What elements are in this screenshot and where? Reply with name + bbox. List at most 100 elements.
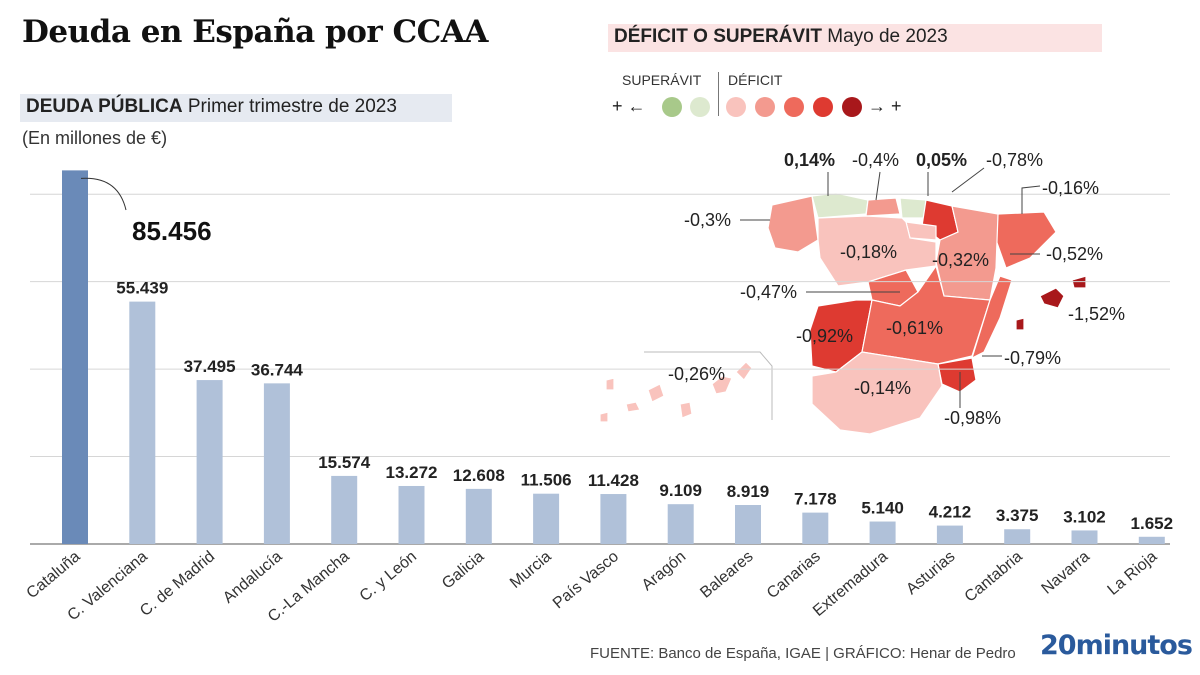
map-value-label: -0,92%: [796, 326, 853, 346]
bar-value-label: 13.272: [386, 463, 438, 482]
chart-title: Deuda en España por CCAA: [22, 14, 488, 50]
bar-value-label: 8.919: [727, 482, 770, 501]
legend-divider: [718, 72, 719, 116]
bar-value-label: 1.652: [1131, 514, 1174, 533]
bar-andaluc-a: [263, 383, 290, 544]
category-label: Navarra: [1039, 548, 1094, 598]
category-label: Murcia: [507, 548, 555, 592]
bar-asturias: [936, 525, 963, 544]
bar-cantabria: [1004, 529, 1031, 544]
debt-label-period: Primer trimestre de 2023: [182, 96, 397, 117]
deficit-label-bold: DÉFICIT O SUPERÁVIT: [614, 26, 822, 47]
category-label: Andalucía: [220, 548, 286, 607]
map-value-label: 0,14%: [784, 150, 835, 170]
bar-value-label: 11.506: [521, 471, 572, 490]
map-region-cantabria: [865, 197, 901, 217]
bar-c-de-madrid: [196, 380, 223, 544]
bar-value-label: 7.178: [794, 490, 837, 509]
bar-navarra: [1071, 530, 1098, 544]
bar-value-label: 37.495: [184, 357, 236, 376]
legend-deficit-swatch-5: [842, 97, 862, 117]
category-label: Aragón: [639, 548, 689, 594]
bar-pa-s-vasco: [600, 494, 627, 544]
map-value-label: -0,18%: [840, 242, 897, 262]
map-region-asturias: [811, 192, 869, 219]
category-label: Cantabria: [962, 548, 1026, 606]
bar-value-label: 55.439: [116, 279, 168, 298]
source-credit: FUENTE: Banco de España, IGAE | GRÁFICO:…: [590, 645, 1016, 662]
spain-deficit-map: [599, 192, 1087, 435]
map-value-label: -0,32%: [932, 250, 989, 270]
category-label: Galicia: [439, 548, 487, 593]
map-region-galicia: [767, 195, 819, 253]
map-leader-line: [875, 171, 881, 201]
map-region-murcia: [937, 357, 977, 393]
map-value-label: -0,26%: [668, 364, 725, 384]
bar-value-label: 12.608: [453, 466, 505, 485]
bar-murcia: [533, 493, 560, 544]
map-value-label: -0,16%: [1042, 178, 1099, 198]
map-region-canarias: [599, 361, 753, 423]
map-value-label: -0,3%: [684, 210, 731, 230]
map-value-labels: 0,14% -0,4% 0,05% -0,78% -0,16% -0,3% -0,18% -0…: [668, 150, 1125, 428]
bar-value-label: 3.375: [996, 506, 1039, 525]
category-label: C. y León: [357, 548, 420, 605]
bar-arag-n: [667, 504, 694, 544]
deficit-label-period: Mayo de 2023: [821, 26, 948, 47]
bar-value-label: 15.574: [318, 453, 371, 472]
bar-value-label: 4.212: [929, 503, 972, 522]
legend-deficit-label: DÉFICIT: [728, 72, 783, 88]
map-value-label: -0,4%: [852, 150, 899, 170]
bar-value-label: 11.428: [588, 471, 639, 490]
map-region-pais-vasco: [899, 197, 927, 219]
legend-surplus-swatch-strong: [662, 97, 682, 117]
legend-deficit-swatch-4: [813, 97, 833, 117]
units-label: (En millones de €): [22, 128, 168, 148]
legend-right-arrow: → +: [868, 96, 902, 116]
bar-extremadura: [869, 521, 896, 544]
category-label: Cataluña: [24, 548, 84, 602]
bar-value-label: 5.140: [861, 499, 904, 518]
category-label: C. de Madrid: [137, 548, 218, 620]
brand-logo: 20minutos: [1040, 630, 1193, 661]
map-value-label: 0,05%: [916, 150, 967, 170]
bar-canarias: [802, 512, 829, 544]
map-value-label: -0,61%: [886, 318, 943, 338]
map-value-label: -0,47%: [740, 282, 797, 302]
map-value-label: -0,79%: [1004, 348, 1061, 368]
category-label: Extremadura: [810, 548, 891, 620]
map-leader-line: [1021, 185, 1041, 214]
category-label: La Rioja: [1104, 548, 1160, 599]
legend-deficit-swatch-2: [755, 97, 775, 117]
map-region-baleares: [1015, 275, 1087, 331]
map-region-andalucia: [811, 351, 943, 435]
category-label: Baleares: [697, 548, 756, 602]
debt-label-bold: DEUDA PÚBLICA: [26, 96, 183, 117]
map-leader-line: [951, 167, 985, 193]
bar-value-label: 3.102: [1063, 507, 1106, 526]
bar-la-rioja: [1138, 536, 1165, 544]
map-value-label: -0,14%: [854, 378, 911, 398]
map-value-label: -0,52%: [1046, 244, 1103, 264]
deficit-legend: SUPERÁVIT DÉFICIT + ← → +: [612, 70, 912, 120]
bar-c-y-le-n: [398, 485, 425, 544]
bar-galicia: [465, 488, 492, 544]
deficit-section-label: DÉFICIT O SUPERÁVIT Mayo de 2023: [608, 24, 1102, 52]
bar-c-la-mancha: [331, 475, 358, 544]
bar-c-valenciana: [129, 301, 156, 544]
map-value-label: -0,98%: [944, 408, 1001, 428]
legend-surplus-swatch-light: [690, 97, 710, 117]
canarias-inset-frame: [644, 351, 773, 420]
legend-surplus-label: SUPERÁVIT: [622, 72, 702, 88]
bar-value-label: 9.109: [659, 481, 702, 500]
bar-value-label: 36.744: [251, 360, 304, 379]
debt-section-label: DEUDA PÚBLICA Primer trimestre de 2023: [20, 94, 452, 122]
map-value-label: -1,52%: [1068, 304, 1125, 324]
map-value-label: -0,78%: [986, 150, 1043, 170]
category-label: Asturias: [903, 548, 958, 598]
bar-value-label: 85.456: [132, 216, 212, 246]
legend-left-arrow: + ←: [612, 96, 646, 116]
bar-catalu-a: [62, 170, 88, 544]
bar-baleares: [735, 505, 761, 544]
